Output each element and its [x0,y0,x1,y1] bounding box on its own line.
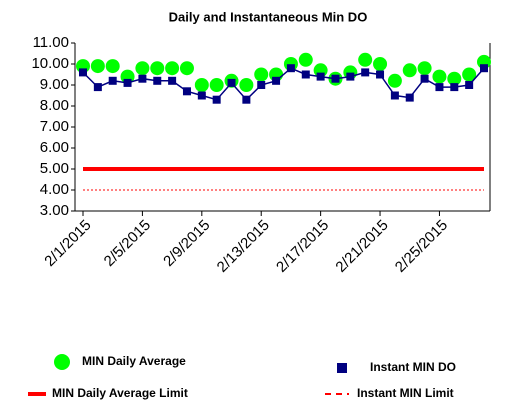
point [254,67,269,82]
legend-item: Instant MIN DO [337,360,456,374]
point [79,68,87,77]
point [390,91,399,100]
y-tick-label: 5.00 [40,160,69,177]
legend-item: Instant MIN Limit [325,386,454,400]
point [316,72,325,81]
point [331,74,340,83]
point [197,91,206,100]
point [465,81,474,89]
point [135,61,150,76]
point [462,67,477,82]
series-line [82,67,485,101]
point [165,61,180,76]
point [373,57,388,71]
x-tick-label: 2/1/2015 [41,217,94,270]
point [108,76,117,85]
x-tick-label: 2/21/2015 [332,217,391,276]
x-tick-label: 2/5/2015 [101,217,154,270]
point [420,74,429,83]
legend-label: MIN Daily Average Limit [52,386,188,400]
point [272,76,281,85]
y-tick-label: 8.00 [40,97,69,114]
point [480,64,488,73]
y-tick-label: 7.00 [40,118,69,135]
point [123,78,132,87]
point [298,52,313,67]
x-tick-label: 2/25/2015 [392,217,451,276]
point [239,78,254,92]
y-tick-label: 10.00 [31,55,69,72]
y-tick-label: 9.00 [40,76,69,93]
y-tick-label: 4.00 [40,181,69,198]
point [179,61,194,76]
point [286,64,295,73]
x-tick-label: 2/17/2015 [273,217,332,276]
point [168,76,177,85]
point [301,70,310,79]
point [209,78,224,92]
point [450,83,459,92]
point [447,71,462,86]
point [361,68,370,77]
point [402,63,417,78]
point [150,61,165,76]
legend-label: Instant MIN DO [370,360,456,374]
point [90,59,105,74]
x-tick-label: 2/13/2015 [214,217,273,276]
point [212,95,221,104]
point [346,72,355,81]
point [242,95,251,104]
point [387,73,402,88]
legend-swatch [337,363,347,373]
point [435,83,444,92]
point [93,83,102,92]
point [138,74,147,83]
x-tick-label: 2/9/2015 [160,217,213,270]
point [182,87,191,96]
point [417,61,432,76]
y-tick-label: 3.00 [40,202,69,219]
series [79,64,488,104]
point [105,59,120,74]
point [358,52,373,67]
y-tick-label: 6.00 [40,139,69,156]
legend-item: MIN Daily Average [54,354,186,370]
legend-label: MIN Daily Average [82,354,186,368]
point [194,78,209,92]
point [257,81,266,89]
series [76,52,491,92]
y-tick-label: 11.00 [33,34,69,51]
point [376,70,385,79]
point [405,93,414,102]
point [227,78,236,87]
point [432,69,447,84]
chart-title: Daily and Instantaneous Min DO [169,9,368,24]
legend-label: Instant MIN Limit [357,386,454,400]
legend-item: MIN Daily Average Limit [28,386,188,400]
point [153,76,162,85]
legend-swatch [54,354,70,370]
